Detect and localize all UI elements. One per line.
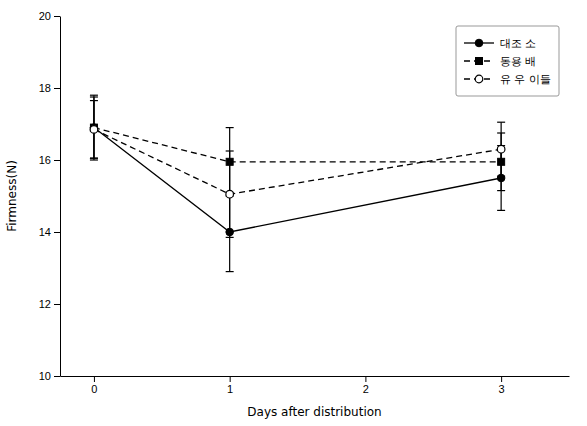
y-tick-label: 10 bbox=[39, 370, 51, 382]
x-tick-label: 2 bbox=[363, 383, 369, 395]
y-tick-label: 14 bbox=[39, 226, 51, 238]
series bbox=[90, 95, 505, 271]
error-bar-cap bbox=[226, 127, 234, 128]
series bbox=[90, 97, 505, 196]
error-bar-cap bbox=[90, 96, 98, 97]
plot: 0123101214161820Days after distributionF… bbox=[5, 10, 570, 419]
y-tick-mark bbox=[54, 160, 60, 161]
error-bar-cap bbox=[497, 176, 505, 177]
error-bar-cap bbox=[226, 237, 234, 238]
series-line bbox=[94, 129, 501, 194]
error-bar bbox=[90, 95, 98, 160]
x-tick-mark bbox=[365, 376, 366, 382]
y-axis-title: Firmness(N) bbox=[5, 160, 19, 232]
y-tick: 16 bbox=[39, 154, 60, 166]
legend-item: 동용 배 bbox=[464, 55, 537, 68]
point bbox=[497, 145, 505, 153]
legend-label: 대조 소 bbox=[500, 37, 537, 50]
error-bar bbox=[90, 97, 98, 158]
y-tick-label: 20 bbox=[39, 10, 51, 22]
x-tick-label: 3 bbox=[499, 383, 505, 395]
legend-marker bbox=[476, 58, 483, 65]
y-tick: 14 bbox=[39, 226, 60, 238]
y-axis-line bbox=[60, 17, 61, 377]
error-bar-cap bbox=[497, 122, 505, 123]
error-bar bbox=[226, 151, 234, 237]
error-bar bbox=[90, 101, 98, 159]
series-line bbox=[94, 128, 501, 162]
point bbox=[226, 190, 234, 198]
legend-marker bbox=[475, 39, 483, 47]
x-tick: 3 bbox=[499, 376, 505, 395]
legend-item: 대조 소 bbox=[464, 37, 537, 50]
x-axis: 0 1 2 3 bbox=[61, 376, 570, 395]
y-tick-label: 12 bbox=[39, 298, 51, 310]
legend-item: 유 우 이들 bbox=[464, 73, 551, 86]
y-tick-mark bbox=[54, 376, 60, 377]
x-tick-mark bbox=[94, 376, 95, 382]
y-tick-mark bbox=[54, 304, 60, 305]
y-tick: 10 bbox=[39, 370, 60, 382]
x-tick: 2 bbox=[363, 376, 369, 395]
error-bar-cap bbox=[90, 95, 98, 96]
series-line bbox=[94, 128, 501, 232]
x-tick-label: 1 bbox=[227, 383, 233, 395]
x-tick: 1 bbox=[227, 376, 233, 395]
y-tick: 20 bbox=[39, 10, 60, 22]
legend: 대조 소동용 배유 우 이들 bbox=[456, 26, 559, 96]
x-tick-mark bbox=[230, 376, 231, 382]
chart: 0123101214161820Days after distributionF… bbox=[0, 0, 587, 426]
legend-label: 동용 배 bbox=[500, 55, 537, 68]
x-tick-label: 0 bbox=[91, 383, 97, 395]
error-bar-cap bbox=[497, 190, 505, 191]
y-tick-label: 16 bbox=[39, 154, 51, 166]
x-axis-title: Days after distribution bbox=[247, 405, 381, 419]
legend-label: 유 우 이들 bbox=[500, 73, 551, 86]
error-bar-cap bbox=[226, 150, 234, 151]
series bbox=[90, 101, 505, 238]
y-axis: 10 12 14 16 18 20 bbox=[39, 10, 61, 382]
error-bar-cap bbox=[90, 158, 98, 159]
x-axis-line bbox=[61, 376, 570, 377]
y-tick-label: 18 bbox=[39, 82, 51, 94]
y-tick: 18 bbox=[39, 82, 60, 94]
point bbox=[90, 126, 98, 134]
error-bar-cap bbox=[90, 100, 98, 101]
error-bar-cap bbox=[90, 158, 98, 159]
error-bar-cap bbox=[90, 159, 98, 160]
legend-frame bbox=[456, 26, 559, 96]
y-tick-mark bbox=[54, 232, 60, 233]
x-tick-mark bbox=[501, 376, 502, 382]
error-bar bbox=[497, 122, 505, 176]
y-tick-mark bbox=[54, 16, 60, 17]
legend-marker bbox=[475, 75, 483, 83]
y-tick: 12 bbox=[39, 298, 60, 310]
marks bbox=[90, 95, 505, 271]
y-tick-mark bbox=[54, 88, 60, 89]
error-bar-cap bbox=[497, 210, 505, 211]
x-tick: 0 bbox=[91, 376, 97, 395]
error-bar-cap bbox=[226, 271, 234, 272]
